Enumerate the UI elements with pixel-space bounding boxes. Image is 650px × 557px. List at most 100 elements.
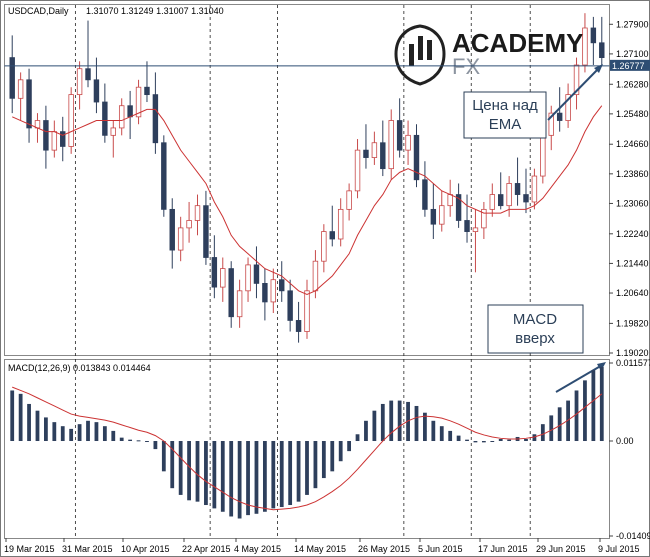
candle-body	[253, 264, 260, 284]
ema-polyline	[12, 105, 603, 296]
price-tick-label: 1.27100	[616, 49, 649, 59]
candle-body	[236, 290, 243, 318]
macd-bar	[119, 437, 124, 442]
candle-body	[295, 320, 302, 332]
candle-body	[556, 112, 563, 121]
macd-bar	[279, 441, 284, 508]
macd-bar	[52, 422, 57, 442]
macd-bar	[212, 441, 217, 509]
macd-bar	[355, 434, 360, 442]
macd-bar	[540, 424, 545, 442]
macd-tick-label: 0.011577	[616, 358, 650, 368]
candle-body	[203, 205, 209, 258]
candle-body	[388, 120, 394, 170]
time-tick-label: 17 Jun 2015	[478, 544, 528, 554]
candle-body	[17, 79, 24, 99]
candle-body	[599, 42, 605, 59]
academy-fx-logo: ACADEMY FX	[394, 24, 583, 86]
macd-bar	[321, 441, 326, 479]
time-tick-label: 29 Jun 2015	[536, 544, 586, 554]
candle-body	[279, 279, 285, 292]
candle-body	[321, 231, 327, 262]
candle-body	[422, 179, 428, 210]
ema-callout-line1: Цена над	[472, 97, 538, 114]
time-tick-label: 26 May 2015	[358, 544, 410, 554]
period-separators	[74, 5, 531, 537]
time-tick-label: 4 May 2015	[234, 544, 281, 554]
macd-title: MACD(12,26,9) 0.013843 0.014464	[8, 363, 151, 373]
candle-body	[60, 131, 66, 147]
candle-body	[270, 279, 277, 303]
time-axis: 19 Mar 2015 31 Mar 2015 10 Apr 2015 22 Apr …	[4, 538, 640, 554]
candle-body	[371, 142, 378, 158]
macd-callout-line1: MACD	[513, 311, 557, 328]
macd-bar	[237, 441, 242, 519]
macd-bar	[136, 440, 141, 442]
time-tick-label: 22 Apr 2015	[182, 544, 231, 554]
macd-bar	[60, 426, 65, 442]
macd-arrow-head	[597, 362, 606, 371]
macd-bar	[557, 407, 562, 442]
macd-bar	[271, 441, 276, 509]
macd-bar	[86, 420, 90, 442]
candle-body	[346, 190, 352, 210]
candle-body	[439, 205, 445, 225]
price-tick-label: 1.21440	[616, 258, 649, 268]
macd-bar	[220, 441, 225, 512]
macd-tick-label: 0.00	[616, 436, 634, 446]
candle-body	[481, 208, 487, 229]
macd-bar	[128, 439, 133, 442]
macd-bar	[296, 441, 301, 502]
macd-bar	[380, 403, 385, 442]
macd-bar	[69, 428, 74, 442]
candle-body	[127, 105, 133, 118]
ema-trend-arrow	[547, 65, 602, 121]
macd-bar	[574, 390, 579, 442]
macd-bar	[229, 441, 234, 517]
macd-bar	[481, 441, 486, 443]
macd-bar	[465, 439, 469, 442]
macd-bar	[591, 370, 596, 442]
ema-callout-line2: EMA	[489, 116, 522, 133]
candle-body	[110, 127, 116, 136]
macd-bar	[111, 430, 116, 442]
macd-bar	[372, 410, 377, 442]
candle-body	[51, 131, 58, 151]
macd-bar	[583, 380, 587, 442]
price-tick-label: 1.24660	[616, 139, 649, 149]
macd-bar	[262, 441, 267, 512]
candle-body	[194, 205, 201, 221]
candle-body	[455, 194, 462, 221]
candle-body	[464, 220, 470, 232]
macd-bar	[187, 441, 191, 501]
macd-bar	[389, 400, 394, 442]
macd-signal-line	[12, 386, 603, 511]
price-axis: 1.27900 1.27100 1.26280 1.25480 1.24660 1.238…	[609, 19, 649, 358]
price-tick-label: 1.20640	[616, 288, 649, 298]
macd-bar	[170, 441, 175, 489]
candle-body	[287, 290, 293, 321]
candle-body	[489, 194, 496, 210]
macd-bar	[423, 412, 427, 442]
macd-bar	[347, 441, 352, 452]
candle-body	[565, 94, 571, 121]
candle-body	[396, 120, 403, 151]
candle-body	[590, 27, 597, 44]
candle-body	[186, 220, 192, 229]
macd-bar	[145, 441, 149, 443]
macd-bar	[566, 400, 570, 442]
current-price-label: 1.26777	[612, 61, 645, 71]
macd-bar	[599, 366, 604, 442]
price-tick-label: 1.25480	[616, 109, 649, 119]
price-tick-label: 1.22240	[616, 229, 649, 239]
chart-title: USDCAD,Daily	[8, 6, 69, 16]
candle-body	[312, 260, 319, 292]
macd-bar	[305, 441, 309, 495]
candle-body	[177, 227, 184, 251]
macd-bar	[473, 441, 478, 443]
ema-line	[12, 105, 603, 296]
macd-bar	[10, 390, 15, 442]
macd-bar	[77, 424, 82, 442]
macd-callout-line2: вверх	[515, 330, 555, 347]
candle-body	[118, 105, 125, 129]
